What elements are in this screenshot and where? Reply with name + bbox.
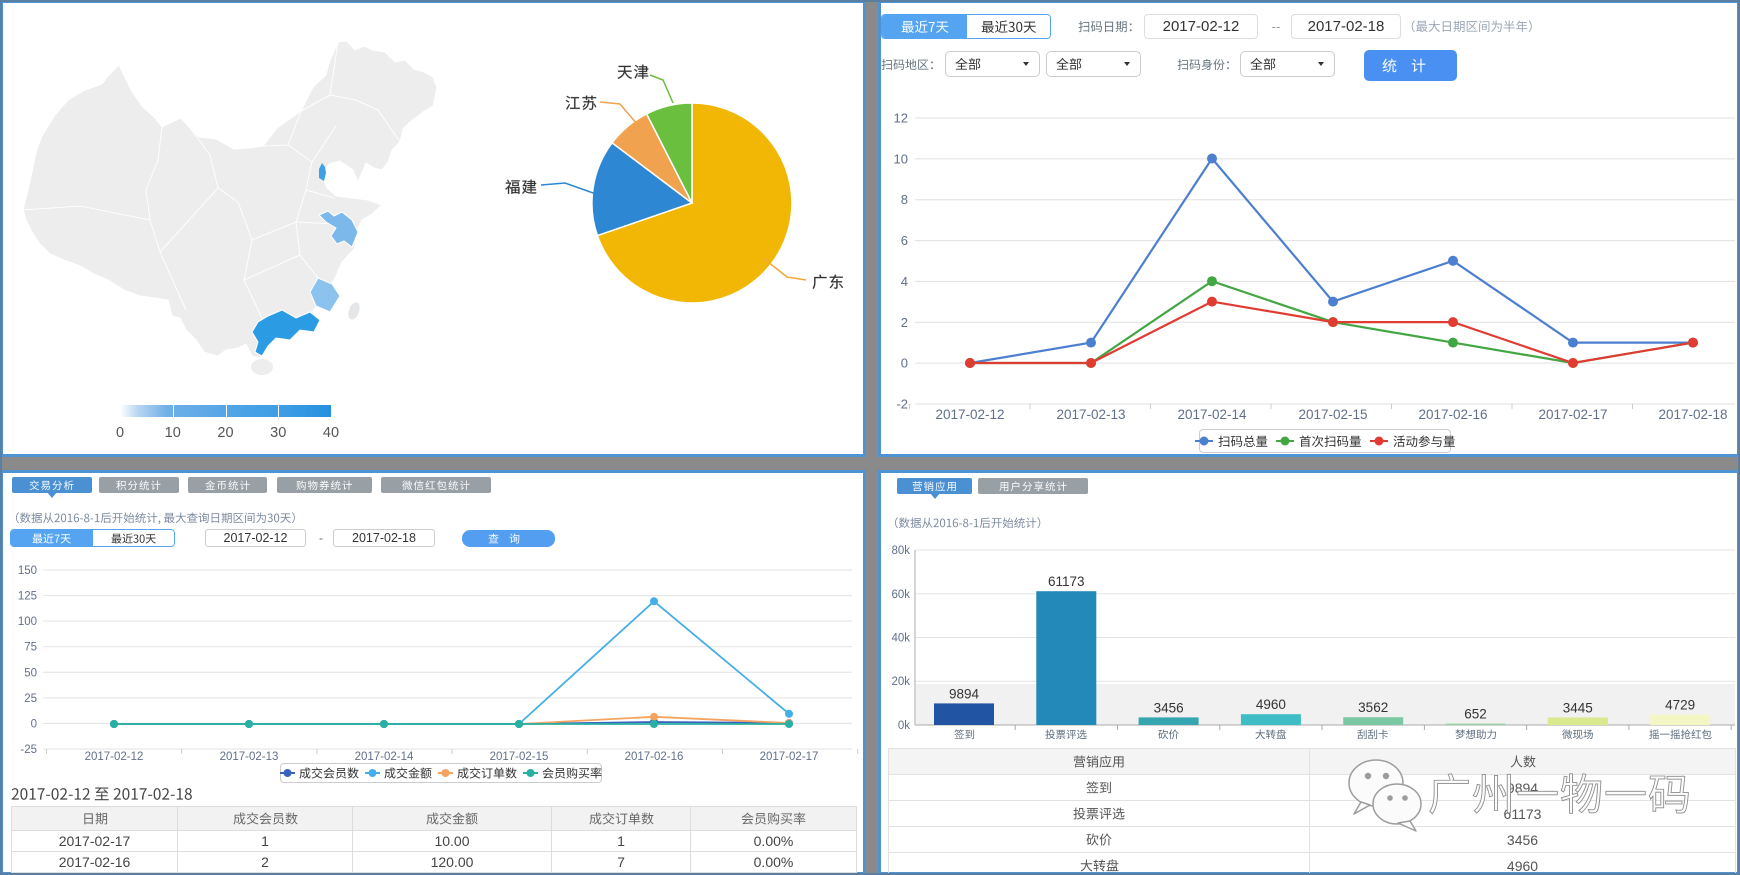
svg-text:150: 150 xyxy=(18,565,37,577)
svg-text:9894: 9894 xyxy=(949,686,980,701)
svg-text:75: 75 xyxy=(24,642,37,654)
svg-text:2017-02-14: 2017-02-14 xyxy=(1177,407,1247,422)
svg-text:4729: 4729 xyxy=(1665,698,1695,713)
svg-text:3445: 3445 xyxy=(1563,701,1593,716)
svg-text:8: 8 xyxy=(901,192,908,207)
svg-text:50: 50 xyxy=(24,667,37,679)
svg-text:40k: 40k xyxy=(891,633,910,645)
svg-text:2017-02-15: 2017-02-15 xyxy=(1298,407,1367,422)
svg-text:-25: -25 xyxy=(20,744,37,756)
svg-text:-2: -2 xyxy=(896,397,908,412)
svg-text:80k: 80k xyxy=(891,545,910,557)
svg-text:25: 25 xyxy=(24,693,37,705)
svg-text:2017-02-12: 2017-02-12 xyxy=(85,751,144,763)
svg-text:10: 10 xyxy=(894,151,908,166)
svg-text:100: 100 xyxy=(18,616,37,628)
svg-text:2017-02-12: 2017-02-12 xyxy=(935,407,1004,422)
svg-text:0: 0 xyxy=(31,718,37,730)
svg-text:2017-02-16: 2017-02-16 xyxy=(1418,407,1487,422)
svg-text:0k: 0k xyxy=(898,720,910,732)
svg-text:2: 2 xyxy=(901,315,908,330)
svg-text:4: 4 xyxy=(901,274,908,289)
svg-text:6: 6 xyxy=(901,233,908,248)
svg-text:4960: 4960 xyxy=(1256,697,1286,712)
svg-text:125: 125 xyxy=(18,591,37,603)
svg-text:2017-02-17: 2017-02-17 xyxy=(1538,407,1607,422)
svg-text:2017-02-14: 2017-02-14 xyxy=(355,751,414,763)
svg-text:2017-02-18: 2017-02-18 xyxy=(1658,407,1727,422)
svg-text:2017-02-13: 2017-02-13 xyxy=(220,751,279,763)
svg-text:3562: 3562 xyxy=(1358,700,1388,715)
svg-text:61173: 61173 xyxy=(1048,574,1085,589)
svg-text:2017-02-17: 2017-02-17 xyxy=(760,751,819,763)
svg-text:60k: 60k xyxy=(891,589,910,601)
svg-text:3456: 3456 xyxy=(1154,700,1184,715)
svg-text:12: 12 xyxy=(894,111,908,126)
svg-text:20k: 20k xyxy=(891,676,910,688)
svg-text:2017-02-15: 2017-02-15 xyxy=(490,751,549,763)
svg-text:652: 652 xyxy=(1464,707,1487,722)
svg-text:0: 0 xyxy=(901,356,908,371)
svg-text:2017-02-13: 2017-02-13 xyxy=(1056,407,1125,422)
svg-text:2017-02-16: 2017-02-16 xyxy=(625,751,684,763)
